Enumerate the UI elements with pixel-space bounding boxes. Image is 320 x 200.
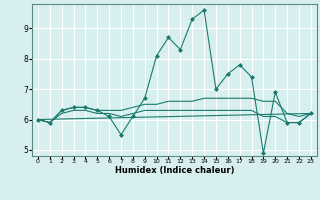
X-axis label: Humidex (Indice chaleur): Humidex (Indice chaleur) — [115, 166, 234, 175]
